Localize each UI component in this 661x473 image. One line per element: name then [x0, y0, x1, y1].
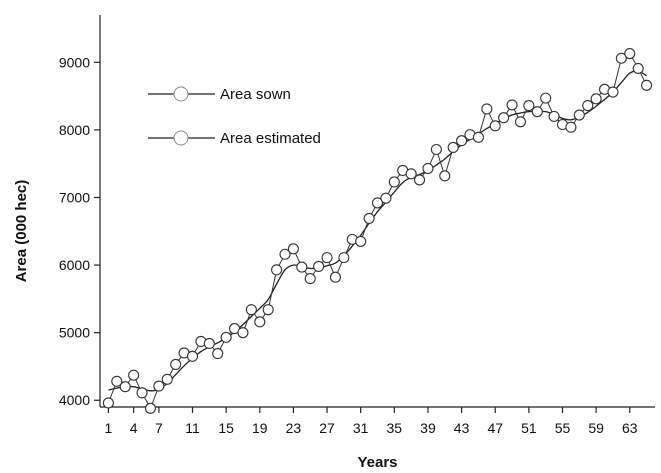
area-sown-point	[186, 350, 199, 362]
area-sown-point	[128, 369, 140, 381]
area-sown-point	[170, 358, 182, 370]
area-sown-point	[371, 197, 384, 209]
area-sown-point	[582, 100, 594, 112]
area-sown-point	[615, 52, 627, 64]
area-sown-point	[254, 316, 266, 328]
area-sown-point	[624, 47, 636, 60]
x-tick-label: 19	[252, 420, 268, 436]
area-sown-point	[632, 62, 644, 74]
area-sown-point	[153, 380, 165, 392]
area-sown-point	[523, 100, 535, 112]
y-tick-label: 8000	[59, 122, 90, 138]
x-tick-label: 55	[555, 420, 571, 436]
area-sown-point	[144, 402, 157, 414]
x-tick-label: 63	[622, 420, 638, 436]
y-tick-label: 7000	[59, 189, 90, 205]
area-sown-point	[439, 170, 451, 182]
area-sown-point	[590, 93, 602, 105]
y-axis-ticks: 4000 5000 6000 7000 8000 9000	[59, 54, 100, 408]
area-sown-point	[363, 212, 375, 224]
area-sown-point	[329, 271, 342, 283]
y-axis-title: Area (000 hec)	[13, 180, 30, 283]
series-area-estimated	[108, 70, 647, 392]
legend: Area sown Area estimated	[148, 86, 321, 147]
area-sown-point	[220, 331, 232, 343]
area-sown-point	[607, 86, 619, 98]
area-sown-point	[430, 143, 442, 156]
area-sown-point	[203, 337, 215, 350]
legend-label-area-estimated: Area estimated	[220, 130, 321, 147]
area-sown-point	[321, 252, 333, 264]
x-tick-label: 4	[130, 420, 138, 436]
area-sown-point	[245, 304, 257, 316]
x-tick-label: 35	[387, 420, 403, 436]
x-tick-label: 51	[521, 420, 537, 436]
area-sown-point	[472, 131, 484, 143]
series-area-sown	[102, 47, 653, 414]
legend-label-area-sown: Area sown	[220, 86, 291, 103]
area-sown-point	[212, 348, 224, 360]
area-sown-point	[380, 192, 392, 204]
area-sown-point	[531, 106, 543, 118]
area-sown-point	[279, 248, 291, 260]
area-sown-point	[111, 375, 123, 387]
area-sown-point	[506, 99, 518, 111]
legend-marker-area-estimated	[173, 130, 189, 146]
x-tick-label: 47	[487, 420, 503, 436]
x-axis-ticks: 1 4 7 11 15 19 23 27 31 35 39 43 47 51 55 59 63	[105, 407, 638, 436]
y-tick-label: 5000	[59, 325, 90, 341]
area-sown-point	[102, 397, 114, 409]
y-tick-label: 4000	[59, 392, 90, 408]
area-sown-point	[514, 116, 527, 128]
area-sown-point	[355, 235, 367, 247]
x-tick-label: 31	[353, 420, 369, 436]
y-tick-label: 9000	[59, 54, 90, 70]
area-estimated-line	[108, 70, 647, 392]
area-sown-point	[548, 110, 560, 122]
area-sown-point	[405, 168, 417, 180]
area-sown-point	[313, 260, 325, 272]
x-tick-label: 1	[105, 420, 113, 436]
area-sown-point	[540, 92, 552, 104]
x-tick-label: 59	[588, 420, 604, 436]
x-tick-label: 15	[218, 420, 234, 436]
area-sown-point	[498, 112, 510, 124]
area-sown-point	[287, 243, 299, 255]
area-sown-point	[413, 174, 426, 186]
area-sown-point	[489, 120, 501, 132]
area-sown-point	[271, 264, 283, 276]
area-sown-point	[573, 109, 585, 121]
area-sown-point	[422, 162, 434, 174]
area-sown-point	[237, 327, 249, 339]
area-sown-point	[304, 273, 316, 285]
area-sown-point	[388, 176, 400, 188]
area-sown-point	[136, 387, 148, 399]
y-tick-label: 6000	[59, 257, 90, 273]
area-sown-point	[119, 381, 131, 393]
x-tick-label: 23	[286, 420, 302, 436]
legend-marker-area-sown	[173, 86, 189, 102]
area-sown-point	[456, 135, 468, 147]
x-tick-label: 27	[319, 420, 335, 436]
x-tick-label: 43	[454, 420, 470, 436]
x-tick-label: 39	[420, 420, 436, 436]
area-sown-point	[161, 373, 173, 385]
area-sown-point	[296, 261, 308, 273]
area-sown-point	[565, 121, 577, 133]
x-axis-title: Years	[357, 454, 397, 471]
area-sown-point	[447, 141, 459, 154]
area-sown-point	[641, 79, 653, 91]
x-tick-label: 7	[155, 420, 163, 436]
x-tick-label: 11	[185, 420, 200, 436]
area-sown-point	[338, 252, 350, 264]
area-sown-point	[481, 103, 493, 115]
area-sown-point	[262, 304, 274, 316]
